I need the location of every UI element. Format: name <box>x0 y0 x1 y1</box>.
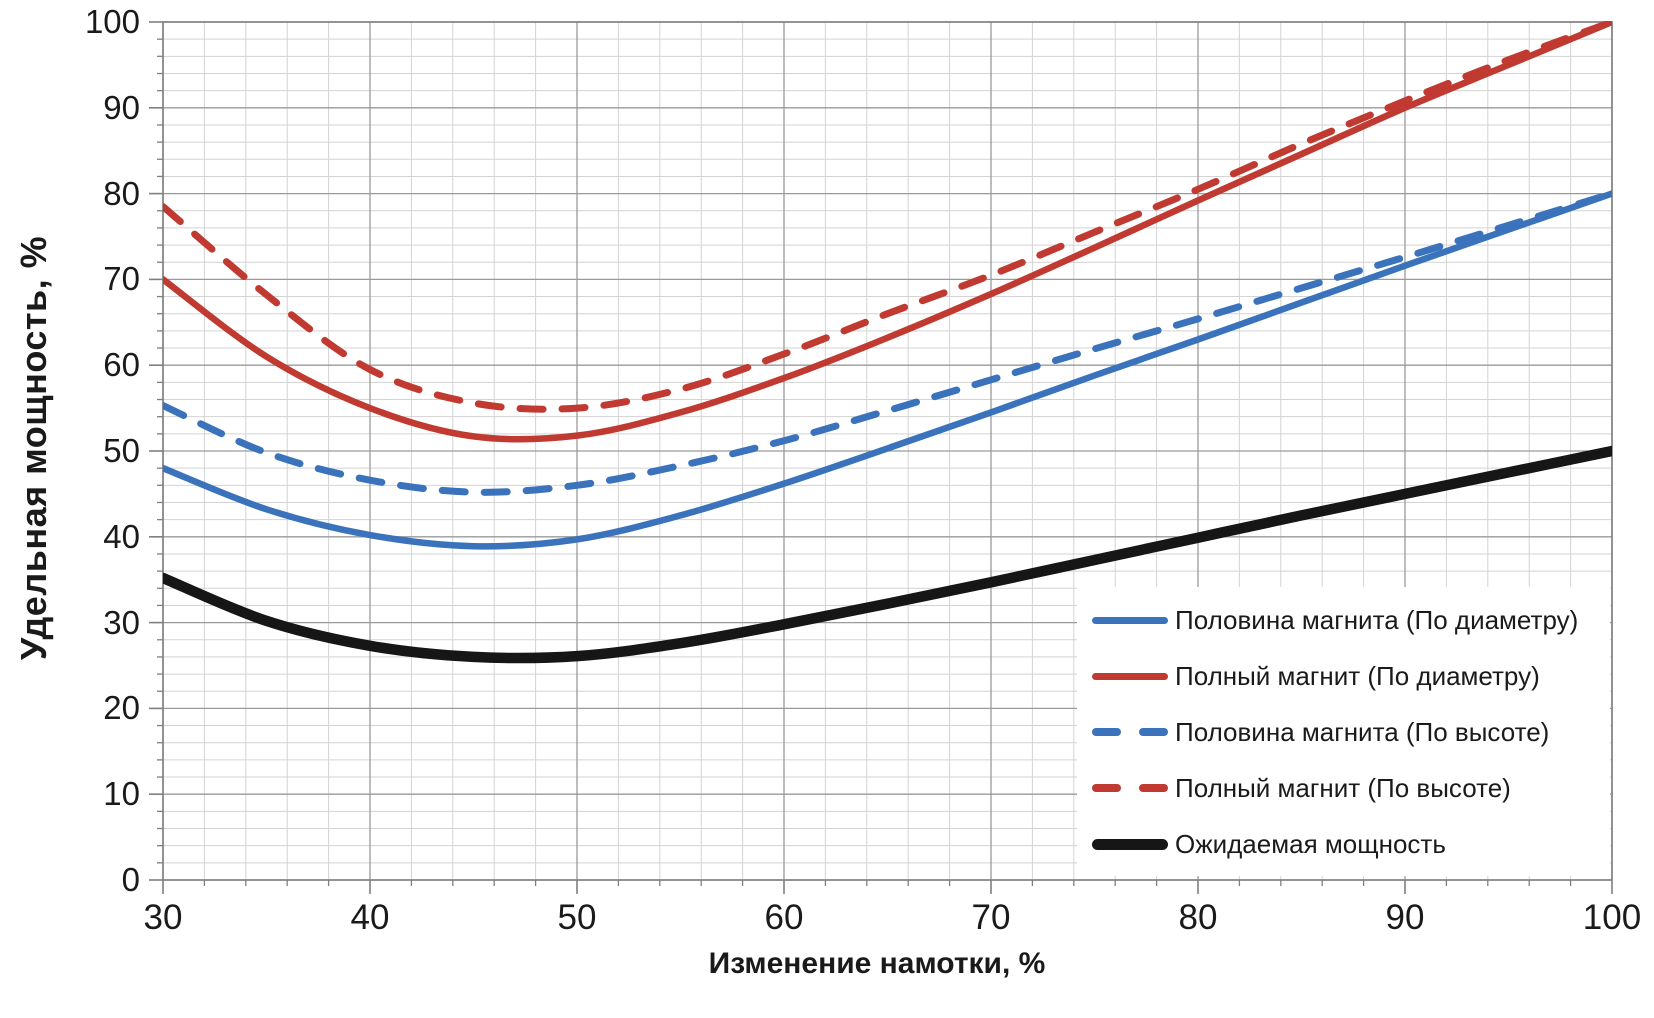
legend-dashed-line-icon <box>1092 784 1168 792</box>
series-line-4 <box>163 445 1612 664</box>
x-tick-label: 90 <box>1385 898 1425 937</box>
y-tick-label: 70 <box>103 260 140 298</box>
x-tick-label: 100 <box>1582 898 1642 937</box>
legend-line-segment <box>1092 672 1168 680</box>
legend-solid-line-icon <box>1092 838 1168 850</box>
legend-line-segment <box>1092 838 1168 850</box>
y-tick-label: 60 <box>103 346 140 384</box>
legend-solid-line-icon <box>1092 672 1168 680</box>
series-line-1 <box>163 21 1612 443</box>
series-line-2 <box>163 190 1612 496</box>
x-tick-label: 80 <box>1178 898 1218 937</box>
legend-label: Полный магнит (По высоте) <box>1175 772 1511 803</box>
series-line-3 <box>163 21 1612 413</box>
x-tick-label: 60 <box>764 898 804 937</box>
legend-item: Ожидаемая мощность <box>1092 816 1610 872</box>
legend-dashed-line-icon <box>1092 728 1168 736</box>
legend-item: Половина магнита (По высоте) <box>1092 704 1610 760</box>
y-tick-label: 20 <box>103 689 140 727</box>
series-line-0 <box>163 190 1612 550</box>
legend-label: Половина магнита (По высоте) <box>1175 716 1550 747</box>
legend: Половина магнита (По диаметру) Полный маг… <box>1077 587 1610 876</box>
legend-line-segment <box>1092 616 1168 624</box>
x-tick-label: 40 <box>350 898 390 937</box>
x-axis-title: Изменение намотки, % <box>708 947 1046 980</box>
legend-dash-segment <box>1139 784 1168 792</box>
legend-label: Полный магнит (По диаметру) <box>1175 660 1540 691</box>
y-tick-label: 10 <box>103 775 140 813</box>
legend-item: Полный магнит (По высоте) <box>1092 760 1610 816</box>
legend-dash-segment <box>1139 728 1168 736</box>
y-tick-label: 100 <box>84 3 140 40</box>
legend-label: Половина магнита (По диаметру) <box>1175 604 1579 635</box>
legend-solid-line-icon <box>1092 616 1168 624</box>
y-tick-label: 0 <box>121 861 140 898</box>
y-tick-label: 50 <box>103 432 140 469</box>
x-tick-label: 70 <box>971 898 1011 937</box>
legend-label: Ожидаемая мощность <box>1175 828 1446 859</box>
y-tick-label: 90 <box>103 88 140 126</box>
legend-dash-segment <box>1092 728 1121 736</box>
x-tick-label: 30 <box>143 898 183 937</box>
y-tick-label: 40 <box>103 517 140 555</box>
y-tick-label: 30 <box>103 603 140 641</box>
y-tick-label: 80 <box>103 174 140 212</box>
x-tick-label: 50 <box>557 898 597 937</box>
legend-dash-segment <box>1092 784 1121 792</box>
legend-item: Полный магнит (По диаметру) <box>1092 648 1610 704</box>
legend-item: Половина магнита (По диаметру) <box>1092 592 1610 648</box>
